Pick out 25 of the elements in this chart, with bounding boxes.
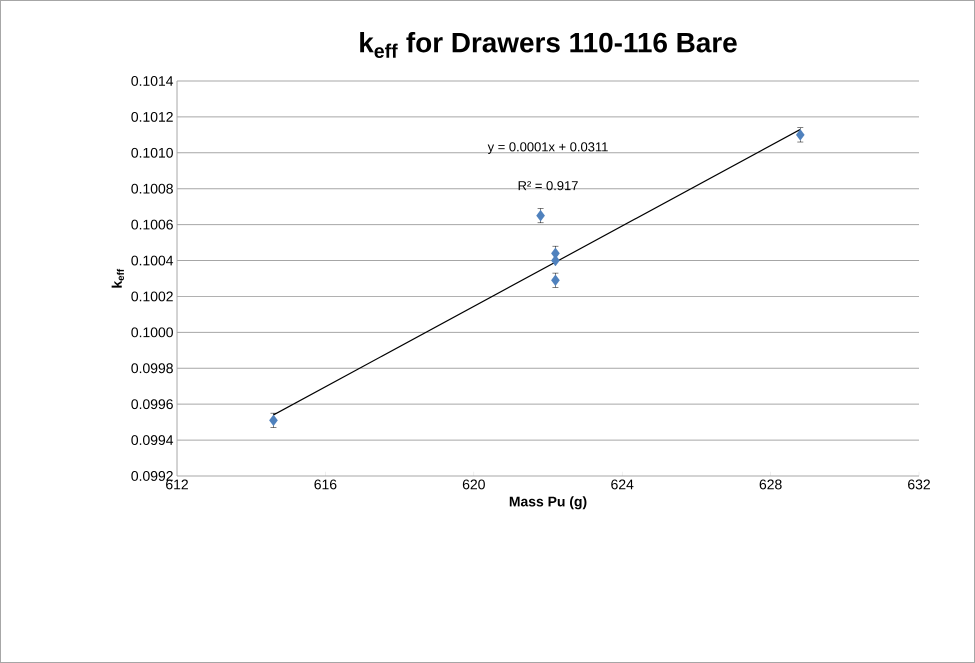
y-tick-label: 0.1004 — [131, 256, 174, 266]
point — [551, 274, 560, 286]
y-tick-label: 0.0992 — [131, 471, 173, 481]
y-tick-label: 0.1008 — [131, 184, 173, 194]
y-tick-label: 0.1014 — [131, 76, 174, 86]
x-tick-label: 616 — [314, 479, 336, 490]
y-axis-title: k$_{eff}$ — [112, 268, 124, 288]
x-tick-label: 628 — [760, 479, 782, 490]
point — [536, 210, 545, 222]
y-tick-label: 0.0998 — [131, 363, 173, 374]
y-tick-label: 0.1000 — [131, 327, 173, 338]
y-tick-label: 0.0996 — [131, 399, 173, 410]
x-tick-label: 632 — [908, 479, 930, 490]
y-tick-label: 0.0994 — [131, 435, 174, 446]
y-tick-label: 0.1010 — [131, 148, 173, 158]
x-tick-label: 624 — [611, 479, 634, 490]
x-tick-label: 620 — [462, 479, 485, 490]
x-tick-label: 612 — [166, 479, 188, 490]
annotation: R² = 0.917 — [518, 181, 578, 190]
chart-title: k$_{eff}$ for Drawers 110-116 Bare — [360, 32, 737, 58]
y-tick-label: 0.1012 — [131, 112, 173, 122]
y-tick-label: 0.1002 — [131, 291, 173, 302]
x-axis-title: Mass Pu (g) — [510, 496, 586, 510]
y-tick-label: 0.1006 — [131, 220, 173, 230]
annotation: y = 0.0001x + 0.0311 — [488, 142, 608, 154]
